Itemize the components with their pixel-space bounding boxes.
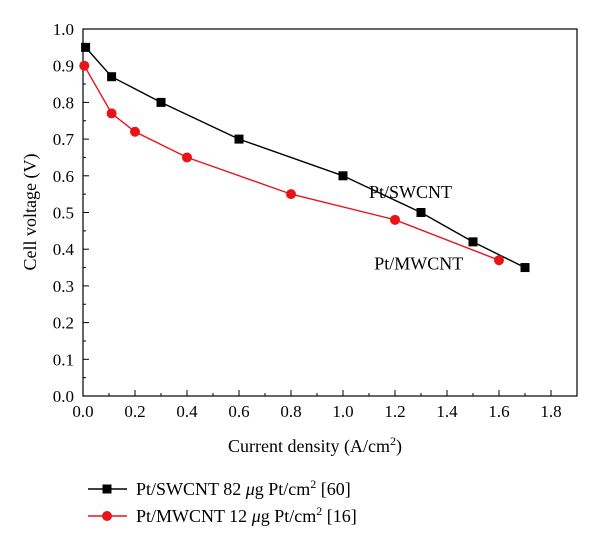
plot-area [82,28,578,397]
legend-swatch-marker [102,484,112,494]
series-annotation: Pt/MWCNT [374,253,463,273]
series-line [85,46,526,269]
legend-item: Pt/SWCNT 82 μg Pt/cm2 [60] [88,477,351,499]
plot-frame [82,28,578,397]
y-tick-label: 0.6 [53,167,74,186]
y-tick-label: 0.4 [53,240,75,259]
data-point [520,263,530,273]
legend-swatch-marker [102,511,112,521]
series-2 [79,60,504,266]
x-axis-title-main: Current density (A/cm [228,436,390,457]
legend-label: Pt/SWCNT 82 μg Pt/cm2 [60] [136,477,351,499]
data-point [79,60,90,71]
x-tick-label: 1.4 [436,402,458,421]
legend: Pt/SWCNT 82 μg Pt/cm2 [60] Pt/MWCNT 12 μg… [88,477,357,526]
x-tick-label: 1.0 [332,402,353,421]
y-tick-label: 0.9 [53,57,74,76]
series-1 [81,42,530,273]
x-tick-label: 0.8 [280,402,301,421]
x-axis-title-sup: 2 [390,434,396,448]
data-point [234,134,244,144]
data-point [286,189,296,200]
data-series [79,42,530,273]
data-point [156,97,166,107]
y-tick-label: 0.3 [53,277,74,296]
data-point [468,237,478,247]
x-tick-label: 1.8 [540,402,561,421]
x-tick-label: 0.6 [228,402,249,421]
data-point [338,171,348,181]
y-tick-label: 0.1 [53,350,74,369]
data-point [494,255,504,266]
y-tick-label: 0.2 [53,314,74,333]
x-tick-label: 0.2 [124,402,145,421]
data-point [130,126,140,137]
data-point [390,214,400,225]
y-tick-label: 0.7 [53,130,75,149]
series-annotation: Pt/SWCNT [369,182,452,202]
annotations: Pt/SWCNT Pt/MWCNT [369,182,463,274]
x-tick-label: 0.0 [72,402,93,421]
data-point [107,72,117,82]
y-tick-label: 0.8 [53,93,74,112]
x-axis-title-end: ) [396,436,402,457]
data-point [81,42,91,52]
y-tick-label: 0.5 [53,204,74,223]
legend-label: Pt/MWCNT 12 μg Pt/cm2 [16] [136,504,357,526]
x-tick-label: 1.6 [488,402,509,421]
x-tick-label: 1.2 [384,402,405,421]
data-point [416,208,426,217]
legend-item: Pt/MWCNT 12 μg Pt/cm2 [16] [88,504,357,526]
x-tick-label: 0.4 [176,402,198,421]
data-point [182,152,192,163]
y-axis-title: Cell voltage (V) [20,154,41,271]
y-tick-label: 1.0 [53,20,74,39]
x-axis-title: Current density (A/cm2) [228,434,402,457]
axis-ticks: 0.0 0.2 0.4 0.6 0.8 1.0 1.2 1.4 1.6 1.8 0.0 0.1 0.2 0… [53,20,562,421]
data-point [106,108,117,119]
y-tick-label: 0.0 [53,387,74,406]
